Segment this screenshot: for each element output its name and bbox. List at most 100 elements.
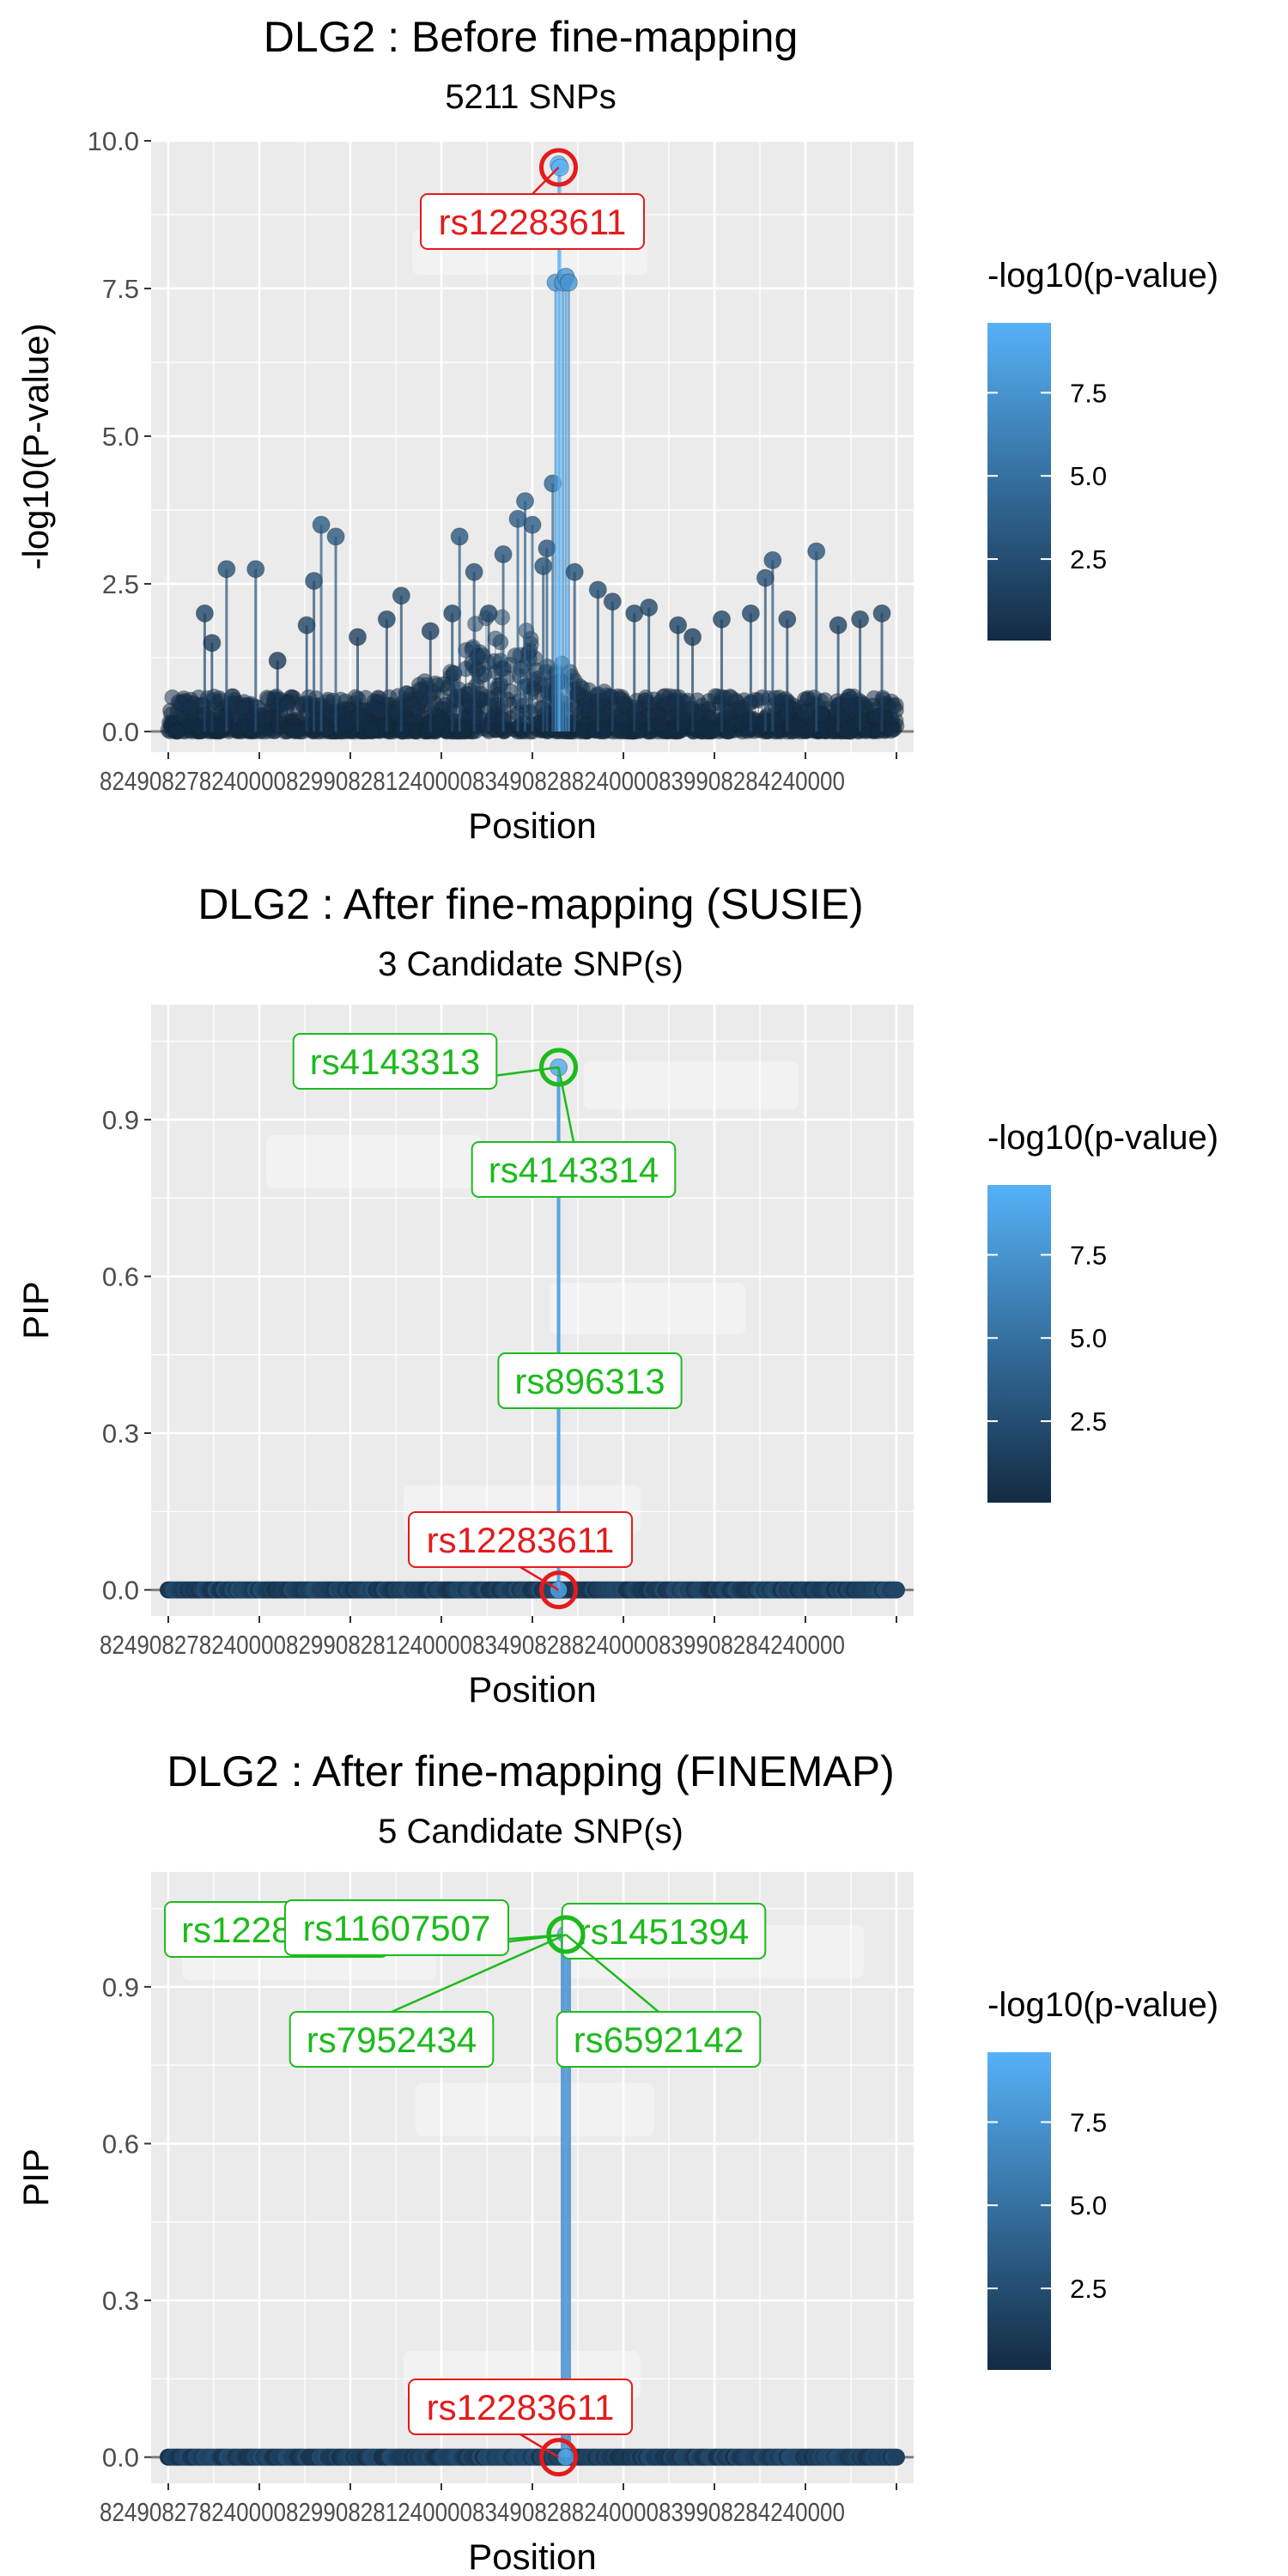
colorbar-tick-label: 5.0 xyxy=(1070,2190,1107,2221)
snp-point xyxy=(721,688,738,705)
snp-point xyxy=(887,696,904,714)
data-point xyxy=(763,550,782,569)
snp-label: rs11607507 xyxy=(303,1908,491,1948)
y-tick-label: 0.0 xyxy=(102,717,139,747)
chart-title: DLG2 : After fine-mapping (FINEMAP) xyxy=(167,1747,895,1795)
legend-title: -log10(p-value) xyxy=(987,257,1218,295)
snp-point xyxy=(236,699,253,716)
snp-point xyxy=(613,723,630,740)
colorbar-tick-label: 7.5 xyxy=(1070,2107,1107,2137)
y-tick-label: 0.9 xyxy=(102,1972,139,2002)
snp-point xyxy=(537,706,554,723)
data-point xyxy=(640,598,659,617)
snp-point xyxy=(771,690,788,707)
data-point xyxy=(348,628,367,647)
label-shadow-box xyxy=(416,2083,654,2136)
data-point xyxy=(392,586,410,605)
colorbar xyxy=(987,1185,1051,1503)
label-shadow-box xyxy=(266,1135,481,1188)
label-shadow-box xyxy=(584,1061,799,1109)
snp-label: rs4143314 xyxy=(489,1150,659,1190)
snp-point xyxy=(258,690,276,707)
snp-point xyxy=(478,689,495,706)
colorbar-tick-label: 2.5 xyxy=(1070,544,1107,574)
x-axis-title: Position xyxy=(468,1669,596,1710)
snp-point xyxy=(419,722,436,739)
colorbar-tick-label: 5.0 xyxy=(1070,461,1107,491)
snp-point xyxy=(652,715,669,732)
snp-point xyxy=(286,723,303,740)
snp-point xyxy=(487,630,504,647)
y-tick-label: 0.6 xyxy=(102,1261,139,1291)
label-shadow-box xyxy=(550,1283,745,1334)
snp-point xyxy=(586,722,603,739)
colorbar-tick-label: 7.5 xyxy=(1070,378,1107,408)
y-tick-label: 0.3 xyxy=(102,1419,139,1449)
snp-point xyxy=(793,719,810,736)
x-axis-title: Position xyxy=(468,2537,596,2576)
chart-subtitle: 5 Candidate SNP(s) xyxy=(378,1813,683,1850)
x-axis-title: Position xyxy=(468,805,596,846)
x-tick-labels: 8249082782400008299082812400008349082882… xyxy=(100,1630,845,1660)
chart-title: DLG2 : Before fine-mapping xyxy=(264,13,799,61)
snp-point xyxy=(629,722,646,739)
snp-point xyxy=(838,723,855,740)
data-point xyxy=(246,560,265,579)
colorbar xyxy=(987,2052,1051,2370)
y-tick-label: 0.0 xyxy=(102,1576,139,1606)
colorbar-tick-label: 2.5 xyxy=(1070,1406,1107,1437)
data-point xyxy=(778,610,797,629)
legend-title: -log10(p-value) xyxy=(987,1119,1218,1157)
y-tick-label: 0.9 xyxy=(102,1105,139,1135)
data-point xyxy=(421,622,440,641)
data-point xyxy=(377,610,396,629)
y-tick-label: 2.5 xyxy=(102,569,139,599)
data-point xyxy=(872,604,891,623)
chart-subtitle: 5211 SNPs xyxy=(445,78,616,116)
data-point xyxy=(450,527,469,546)
data-point xyxy=(559,273,578,292)
snp-point xyxy=(616,696,633,714)
data-point xyxy=(203,634,222,653)
snp-point xyxy=(750,692,767,709)
snp-label: rs12283611 xyxy=(439,202,627,242)
snp-label: rs7952434 xyxy=(307,2020,477,2060)
data-point xyxy=(312,515,331,534)
snp-point xyxy=(872,708,889,725)
snp-label: rs6592142 xyxy=(574,2020,744,2060)
data-point xyxy=(534,556,553,575)
snp-label: rs4143313 xyxy=(310,1042,481,1082)
x-tick-labels: 8249082782400008299082812400008349082882… xyxy=(100,766,845,796)
data-point xyxy=(195,604,214,623)
data-point xyxy=(807,542,826,561)
snp-label: rs1451394 xyxy=(579,1911,750,1952)
y-tick-label: 7.5 xyxy=(102,274,139,304)
y-axis-title: -log10(P-value) xyxy=(15,323,56,569)
snp-point xyxy=(587,705,605,722)
snp-point xyxy=(667,693,684,710)
data-point xyxy=(588,580,607,599)
y-axis-title: PIP xyxy=(15,2148,56,2207)
data-point xyxy=(741,604,760,623)
y-tick-label: 0.6 xyxy=(102,2129,139,2159)
data-point xyxy=(565,562,584,581)
y-tick-label: 0.3 xyxy=(102,2286,139,2316)
y-tick-label: 10.0 xyxy=(88,126,139,156)
data-point xyxy=(326,527,345,546)
chart-panel-3: DLG2 : After fine-mapping (FINEMAP) 5 Can… xyxy=(15,1747,1218,2576)
chart-panel-1: DLG2 : Before fine-mapping 5211 SNPs 0.0 2.… xyxy=(15,13,1218,846)
y-tick-label: 5.0 xyxy=(102,422,139,452)
snp-point xyxy=(168,723,185,740)
chart-panel-2: DLG2 : After fine-mapping (SUSIE) 3 Candi… xyxy=(15,880,1218,1710)
y-axis-title: PIP xyxy=(15,1281,56,1340)
data-point xyxy=(669,616,688,635)
chart-subtitle: 3 Candidate SNP(s) xyxy=(378,945,683,983)
snp-label: rs12283611 xyxy=(427,1520,615,1560)
colorbar-legend: -log10(p-value) 2.5 5.0 7.5 xyxy=(987,1986,1218,2370)
data-point xyxy=(851,610,870,629)
colorbar-tick-label: 5.0 xyxy=(1070,1323,1107,1353)
data-point xyxy=(494,545,513,564)
snp-point xyxy=(888,2448,905,2466)
data-point xyxy=(712,610,731,629)
